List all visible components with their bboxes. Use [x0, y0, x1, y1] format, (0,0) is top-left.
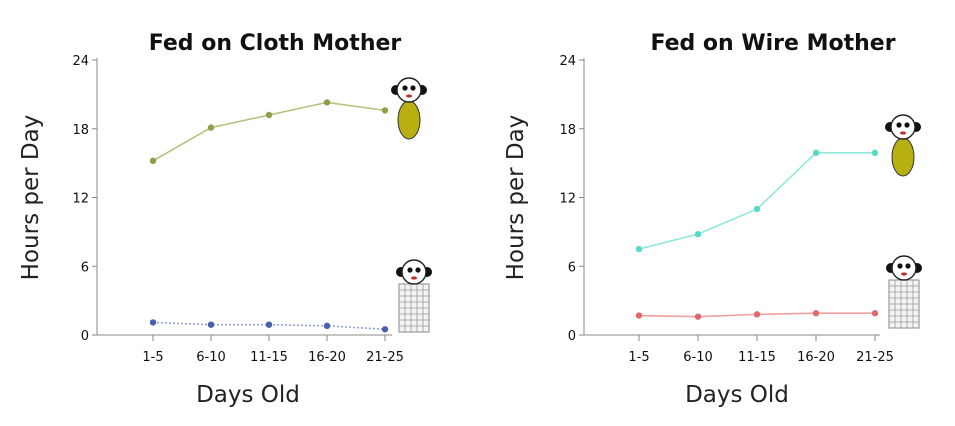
y-tick-label: 6: [568, 260, 576, 275]
data-point: [871, 310, 879, 317]
chart-svg: Fed on Cloth Mother 0 6 12 18 24 1-5 6-10 11-15 1…: [18, 31, 432, 408]
monkey-face: [891, 255, 917, 281]
chart-wire-mother: Fed on Wire Mother 0 6 12 18 24 1-5 6-10 11-15 16…: [478, 0, 955, 426]
chart-cloth-mother: Fed on Cloth Mother 0 6 12 18 24 1-5 6-10 11-15 1…: [18, 31, 432, 408]
monkey-face: [890, 114, 916, 140]
data-point: [265, 111, 273, 119]
data-point: [812, 310, 820, 317]
monkey-eye: [407, 267, 413, 273]
x-tick-label: 11-15: [738, 350, 776, 365]
data-point: [635, 312, 643, 319]
y-tick-label: 0: [568, 329, 576, 344]
data-point: [381, 326, 389, 333]
monkey-eye: [905, 263, 911, 269]
cloth-body: [397, 100, 421, 140]
monkey-mouth: [411, 276, 417, 280]
y-tick-label: 0: [81, 329, 89, 344]
data-point: [753, 311, 761, 318]
y-tick-label: 18: [72, 123, 89, 138]
data-point: [207, 321, 215, 328]
y-tick-label: 6: [81, 260, 89, 275]
data-point: [812, 149, 820, 157]
series-line: [152, 101, 386, 162]
y-tick-label: 12: [559, 192, 576, 207]
y-axis-label: Hours per Day: [503, 115, 529, 281]
x-tick-label: 16-20: [797, 350, 835, 365]
monkey-eye: [415, 267, 421, 273]
data-point: [753, 205, 761, 213]
data-point: [694, 313, 702, 320]
x-tick-label: 16-20: [308, 350, 346, 365]
monkey-eye: [897, 263, 903, 269]
monkey-mouth: [901, 272, 907, 276]
data-point: [265, 321, 273, 328]
y-tick-label: 18: [559, 123, 576, 138]
x-tick-label: 11-15: [250, 350, 288, 365]
monkey-face: [396, 77, 422, 103]
y-axis-label: Hours per Day: [18, 115, 44, 281]
cloth-body: [891, 137, 915, 177]
monkey-eye: [896, 122, 902, 128]
monkey-eye: [410, 85, 416, 91]
cloth-mother-icon: [391, 77, 427, 140]
chart-title: Fed on Cloth Mother: [149, 31, 402, 56]
cloth-mother-icon: [885, 114, 921, 177]
data-point: [871, 149, 879, 157]
series-line: [638, 152, 875, 250]
x-tick-label: 21-25: [366, 350, 404, 365]
monkey-eye: [904, 122, 910, 128]
data-point: [207, 124, 215, 131]
data-point: [635, 245, 643, 253]
monkey-mouth: [406, 94, 412, 98]
x-tick-label: 6-10: [683, 350, 713, 365]
x-tick-label: 1-5: [628, 350, 649, 365]
y-tick-label: 24: [72, 54, 89, 69]
data-point: [323, 322, 331, 330]
wire-mother-icon: [886, 255, 922, 329]
x-axis-label: Days Old: [685, 382, 789, 408]
x-axis-label: Days Old: [196, 382, 300, 408]
chart-title: Fed on Wire Mother: [650, 31, 895, 56]
monkey-mouth: [900, 131, 906, 135]
x-tick-label: 6-10: [196, 350, 226, 365]
y-tick-label: 12: [72, 192, 89, 207]
chart-svg: Fed on Wire Mother 0 6 12 18 24 1-5 6-10 11-15 16…: [503, 31, 922, 408]
x-tick-label: 21-25: [856, 350, 894, 365]
data-point: [694, 230, 702, 238]
data-point: [381, 107, 389, 114]
data-point: [149, 319, 157, 326]
wire-mother-icon: [396, 259, 432, 333]
data-point: [149, 157, 157, 165]
y-tick-label: 24: [559, 54, 576, 69]
monkey-eye: [402, 85, 408, 91]
data-point: [323, 99, 331, 106]
x-tick-label: 1-5: [142, 350, 163, 365]
monkey-face: [401, 259, 427, 285]
